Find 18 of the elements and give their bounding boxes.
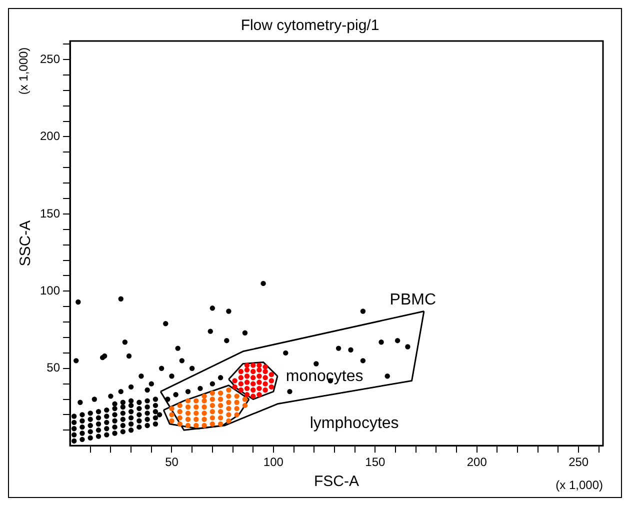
- annotation: PBMC: [390, 291, 436, 308]
- x-tick-label: 50: [165, 455, 179, 470]
- x-tick-label: 150: [365, 455, 386, 470]
- chart-title: Flow cytometry-pig/1: [240, 17, 380, 34]
- y-tick-label: 50: [46, 360, 60, 375]
- text: (x 1,000): [16, 47, 30, 95]
- x-tick-label: 100: [263, 455, 284, 470]
- x-tick-label: 200: [466, 455, 488, 470]
- annotation: monocytes: [286, 368, 364, 386]
- x-axis-title: FSC-A: [314, 473, 360, 490]
- y-axis-title: SSC-A: [17, 220, 34, 266]
- y-tick-label: 150: [40, 206, 60, 220]
- x-tick-label: 250: [568, 455, 589, 470]
- y-tick-label: 100: [40, 283, 60, 298]
- annotation: lymphocytes: [310, 414, 399, 432]
- y-tick-label: 250: [40, 52, 60, 66]
- y-tick-label: 200: [40, 129, 60, 144]
- text: (x 1,000): [556, 478, 603, 492]
